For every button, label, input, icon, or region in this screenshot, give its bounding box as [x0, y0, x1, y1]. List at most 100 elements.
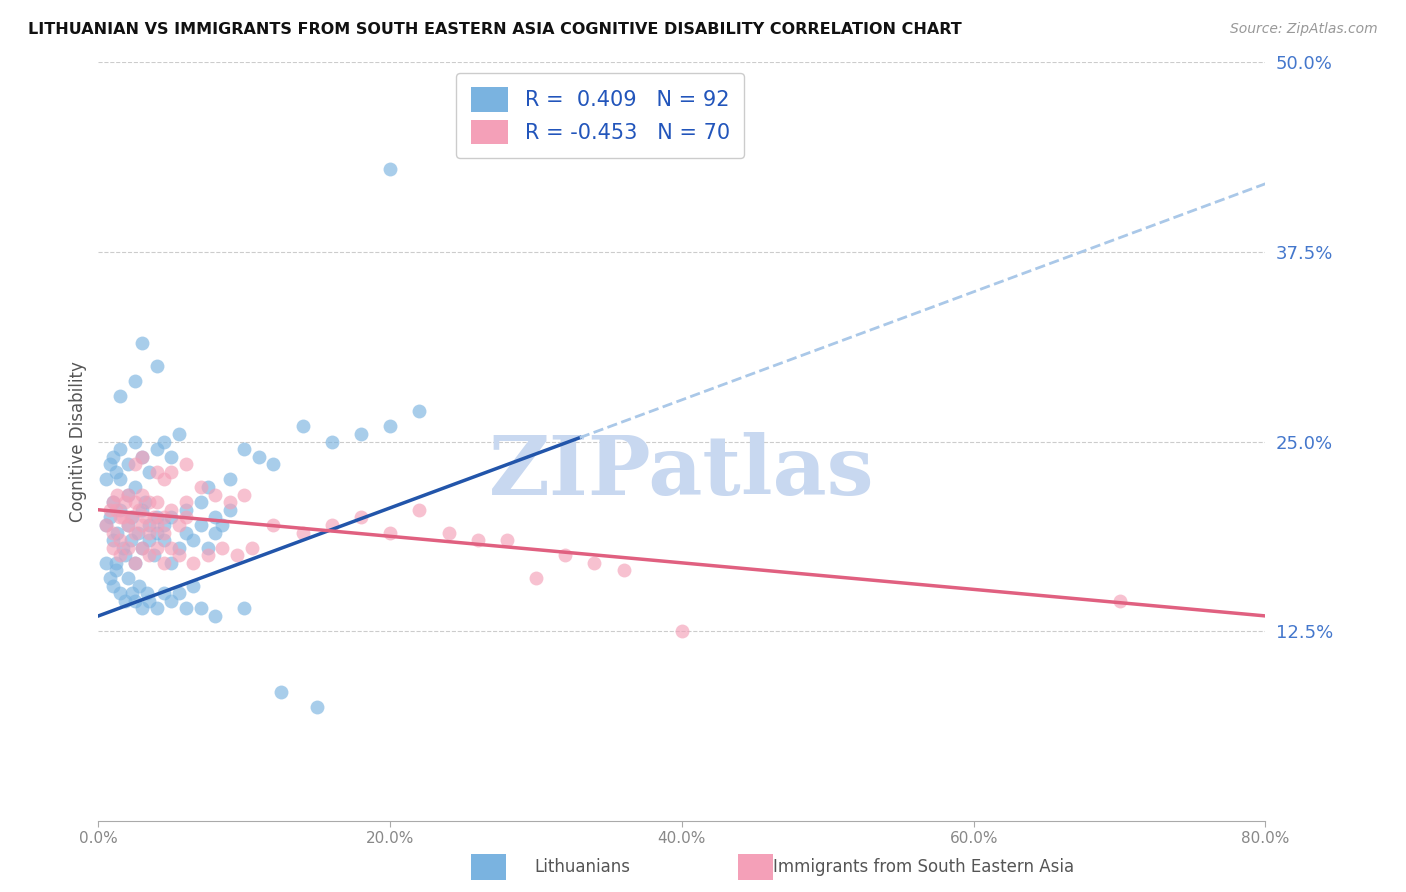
- Point: [131, 450, 153, 464]
- Text: Source: ZipAtlas.com: Source: ZipAtlas.com: [1230, 22, 1378, 37]
- Point: [138, 525, 160, 540]
- Point: [127, 525, 149, 540]
- Point: [247, 450, 270, 464]
- Point: [146, 525, 169, 540]
- Point: [174, 525, 197, 540]
- Point: [408, 404, 430, 418]
- Point: [101, 579, 124, 593]
- Point: [190, 517, 212, 532]
- Point: [174, 510, 197, 524]
- Point: [190, 601, 212, 615]
- Point: [142, 510, 165, 524]
- Point: [131, 487, 153, 501]
- Point: [160, 541, 183, 555]
- Point: [181, 556, 204, 570]
- Point: [135, 586, 157, 600]
- Point: [160, 594, 183, 608]
- Point: [101, 541, 124, 555]
- Point: [138, 533, 160, 547]
- Point: [117, 571, 139, 585]
- Point: [204, 525, 226, 540]
- Point: [1108, 594, 1130, 608]
- Point: [146, 495, 169, 509]
- Point: [131, 541, 153, 555]
- Point: [153, 556, 176, 570]
- Point: [104, 503, 127, 517]
- Point: [167, 548, 190, 563]
- Point: [146, 601, 169, 615]
- Point: [204, 487, 226, 501]
- Point: [233, 487, 256, 501]
- Point: [131, 503, 153, 517]
- Point: [153, 586, 176, 600]
- Point: [160, 465, 183, 479]
- Point: [124, 525, 146, 540]
- Point: [174, 457, 197, 471]
- Point: [117, 487, 139, 501]
- Point: [124, 434, 146, 449]
- Point: [174, 503, 197, 517]
- Point: [291, 419, 314, 434]
- Point: [204, 510, 226, 524]
- Point: [613, 564, 636, 578]
- Point: [174, 601, 197, 615]
- Point: [167, 541, 190, 555]
- Point: [105, 525, 128, 540]
- Point: [131, 450, 153, 464]
- Point: [131, 335, 153, 350]
- Point: [408, 503, 430, 517]
- Point: [138, 495, 160, 509]
- Point: [101, 533, 124, 547]
- Text: LITHUANIAN VS IMMIGRANTS FROM SOUTH EASTERN ASIA COGNITIVE DISABILITY CORRELATIO: LITHUANIAN VS IMMIGRANTS FROM SOUTH EAST…: [28, 22, 962, 37]
- Point: [153, 533, 176, 547]
- Point: [204, 608, 226, 623]
- Point: [138, 517, 160, 532]
- Point: [101, 450, 124, 464]
- Point: [211, 517, 233, 532]
- Point: [110, 548, 132, 563]
- Point: [110, 389, 132, 403]
- Point: [94, 517, 117, 532]
- Point: [263, 517, 285, 532]
- Point: [142, 548, 165, 563]
- Point: [146, 465, 169, 479]
- Point: [114, 495, 136, 509]
- Point: [124, 374, 146, 388]
- Point: [110, 510, 132, 524]
- Point: [121, 586, 143, 600]
- Point: [153, 525, 176, 540]
- Point: [110, 533, 132, 547]
- Point: [671, 624, 693, 639]
- Point: [321, 517, 343, 532]
- Point: [350, 510, 373, 524]
- Point: [117, 541, 139, 555]
- Point: [167, 427, 190, 442]
- Point: [226, 548, 249, 563]
- Point: [233, 601, 256, 615]
- Point: [307, 699, 329, 714]
- Point: [583, 556, 606, 570]
- Point: [98, 457, 121, 471]
- Point: [153, 517, 176, 532]
- Point: [174, 495, 197, 509]
- Point: [120, 510, 142, 524]
- Point: [270, 685, 292, 699]
- Point: [112, 541, 135, 555]
- Legend: R =  0.409   N = 92, R = -0.453   N = 70: R = 0.409 N = 92, R = -0.453 N = 70: [456, 73, 744, 159]
- Point: [131, 541, 153, 555]
- Point: [128, 503, 150, 517]
- Text: ZIPatlas: ZIPatlas: [489, 432, 875, 512]
- Point: [437, 525, 460, 540]
- Point: [94, 556, 117, 570]
- Point: [110, 473, 132, 487]
- Point: [218, 495, 240, 509]
- Point: [233, 442, 256, 457]
- Point: [98, 503, 121, 517]
- Point: [124, 556, 146, 570]
- Point: [211, 541, 233, 555]
- Point: [112, 510, 135, 524]
- Point: [117, 517, 139, 532]
- Point: [124, 480, 146, 494]
- Point: [554, 548, 576, 563]
- Point: [240, 541, 263, 555]
